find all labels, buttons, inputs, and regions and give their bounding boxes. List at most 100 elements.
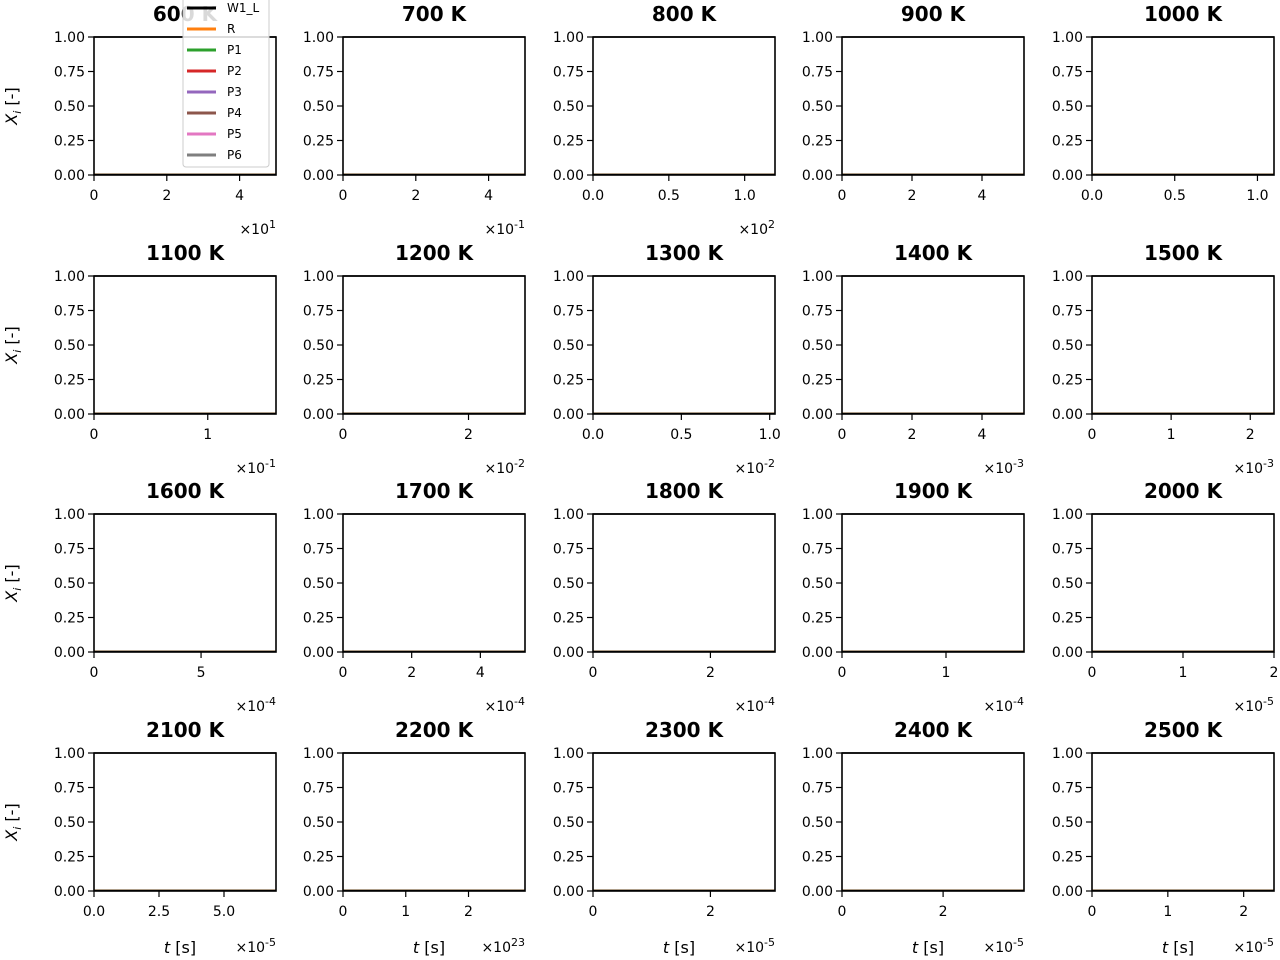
x-tick-label: 1 <box>1167 427 1176 443</box>
x-tick-label: 4 <box>484 188 493 204</box>
legend-label-P2: P2 <box>227 64 242 78</box>
y-tick-label: 1.00 <box>54 746 85 762</box>
x-tick-label: 0 <box>1088 904 1097 920</box>
panel-7: 1200 K 0.00 0.25 0.50 0.75 1.00 0 2 ×10-2 <box>303 241 526 477</box>
y-tick-label: 1.00 <box>303 507 334 523</box>
y-tick-label: 0.50 <box>802 576 833 592</box>
y-tick-label: 0.25 <box>1052 611 1083 627</box>
x-offset-text: ×10-3 <box>1233 457 1274 477</box>
panel-title: 2200 K <box>395 718 475 742</box>
legend-box <box>182 0 270 168</box>
y-tick-label: 1.00 <box>802 30 833 46</box>
panel-title: 2100 K <box>146 718 226 742</box>
panel-18: 2300 K 0.00 0.25 0.50 0.75 1.00 0 2 ×10-5 t [s] <box>553 718 776 957</box>
x-tick-label: 0 <box>838 904 847 920</box>
y-tick-label: 0.50 <box>1052 576 1083 592</box>
plot-frame <box>841 752 1025 892</box>
x-tick-label: 1 <box>942 665 951 681</box>
x-tick-label: 2 <box>706 904 715 920</box>
panel-title: 1300 K <box>645 241 725 265</box>
panel-title: 2500 K <box>1144 718 1224 742</box>
panel-title: 700 K <box>402 2 468 26</box>
x-offset-text: ×10-3 <box>983 457 1024 477</box>
legend-label-P4: P4 <box>227 106 242 120</box>
plot-frame <box>592 36 776 176</box>
y-tick-label: 0.25 <box>303 850 334 866</box>
x-tick-label: 5.0 <box>213 904 235 920</box>
panel-4: 900 K 0.00 0.25 0.50 0.75 1.00 0 2 4 <box>802 2 1025 204</box>
y-tick-label: 0.00 <box>303 884 334 900</box>
y-tick-label: 0.50 <box>303 338 334 354</box>
y-tick-label: 0.25 <box>1052 134 1083 150</box>
y-tick-label: 0.25 <box>303 134 334 150</box>
y-tick-label: 0.50 <box>802 338 833 354</box>
y-tick-label: 0.00 <box>553 407 584 423</box>
y-tick-label: 1.00 <box>303 269 334 285</box>
y-tick-label: 0.25 <box>802 850 833 866</box>
x-offset-text: ×10-4 <box>983 695 1024 715</box>
y-tick-label: 0.75 <box>1052 304 1083 320</box>
y-tick-label: 1.00 <box>802 269 833 285</box>
y-tick-label: 1.00 <box>553 507 584 523</box>
y-tick-label: 0.50 <box>1052 815 1083 831</box>
y-tick-label: 0.50 <box>553 338 584 354</box>
y-axis-label: Xi [-] <box>2 326 24 364</box>
panel-title: 1800 K <box>645 479 725 503</box>
y-tick-label: 0.25 <box>303 373 334 389</box>
y-tick-label: 0.00 <box>303 407 334 423</box>
x-tick-label: 2 <box>1246 427 1255 443</box>
y-tick-label: 0.50 <box>1052 338 1083 354</box>
y-tick-label: 0.75 <box>303 65 334 81</box>
y-tick-label: 0.25 <box>802 373 833 389</box>
y-tick-label: 0.00 <box>802 645 833 661</box>
x-tick-label: 1.0 <box>734 188 756 204</box>
y-tick-label: 0.75 <box>1052 65 1083 81</box>
y-tick-label: 0.75 <box>802 781 833 797</box>
y-tick-label: 0.75 <box>1052 542 1083 558</box>
y-tick-label: 1.00 <box>802 507 833 523</box>
plot-frame <box>592 752 776 892</box>
y-tick-label: 0.50 <box>303 576 334 592</box>
y-tick-label: 0.50 <box>54 576 85 592</box>
panel-title: 900 K <box>901 2 967 26</box>
plot-frame <box>841 36 1025 176</box>
y-tick-label: 0.75 <box>553 65 584 81</box>
y-tick-label: 0.00 <box>303 645 334 661</box>
x-tick-label: 4 <box>476 665 485 681</box>
plot-frame <box>1091 275 1275 415</box>
y-tick-label: 1.00 <box>1052 30 1083 46</box>
y-tick-label: 0.00 <box>54 407 85 423</box>
y-tick-label: 1.00 <box>553 269 584 285</box>
legend-label-P1: P1 <box>227 43 242 57</box>
x-offset-text: ×1023 <box>481 936 525 956</box>
x-tick-label: 1.0 <box>1246 188 1268 204</box>
plot-frame <box>1091 513 1275 653</box>
panel-title: 1600 K <box>146 479 226 503</box>
x-tick-label: 2 <box>464 904 473 920</box>
y-tick-label: 0.75 <box>553 781 584 797</box>
y-tick-label: 0.50 <box>303 99 334 115</box>
panel-title: 1500 K <box>1144 241 1224 265</box>
y-axis-label: Xi [-] <box>2 87 24 125</box>
y-tick-label: 1.00 <box>54 507 85 523</box>
x-tick-label: 2 <box>706 665 715 681</box>
plot-frame <box>342 513 526 653</box>
x-offset-text: ×10-5 <box>734 936 775 956</box>
plot-frame <box>1091 36 1275 176</box>
legend-label-R: R <box>227 22 235 36</box>
y-tick-label: 0.00 <box>802 407 833 423</box>
x-tick-label: 0 <box>589 665 598 681</box>
x-tick-label: 0.0 <box>83 904 105 920</box>
x-tick-label: 2 <box>908 188 917 204</box>
panel-16: 2100 K 0.00 0.25 0.50 0.75 1.00 0.0 2.5 5.0×10-5… <box>2 718 277 957</box>
y-tick-label: 1.00 <box>303 30 334 46</box>
x-tick-label: 0 <box>90 427 99 443</box>
x-tick-label: 2.5 <box>148 904 170 920</box>
x-axis-label: t [s] <box>413 938 445 957</box>
y-tick-label: 0.25 <box>54 373 85 389</box>
y-tick-label: 0.00 <box>802 168 833 184</box>
x-offset-text: ×102 <box>738 218 775 238</box>
y-tick-label: 0.00 <box>802 884 833 900</box>
y-axis-label: Xi [-] <box>2 564 24 602</box>
